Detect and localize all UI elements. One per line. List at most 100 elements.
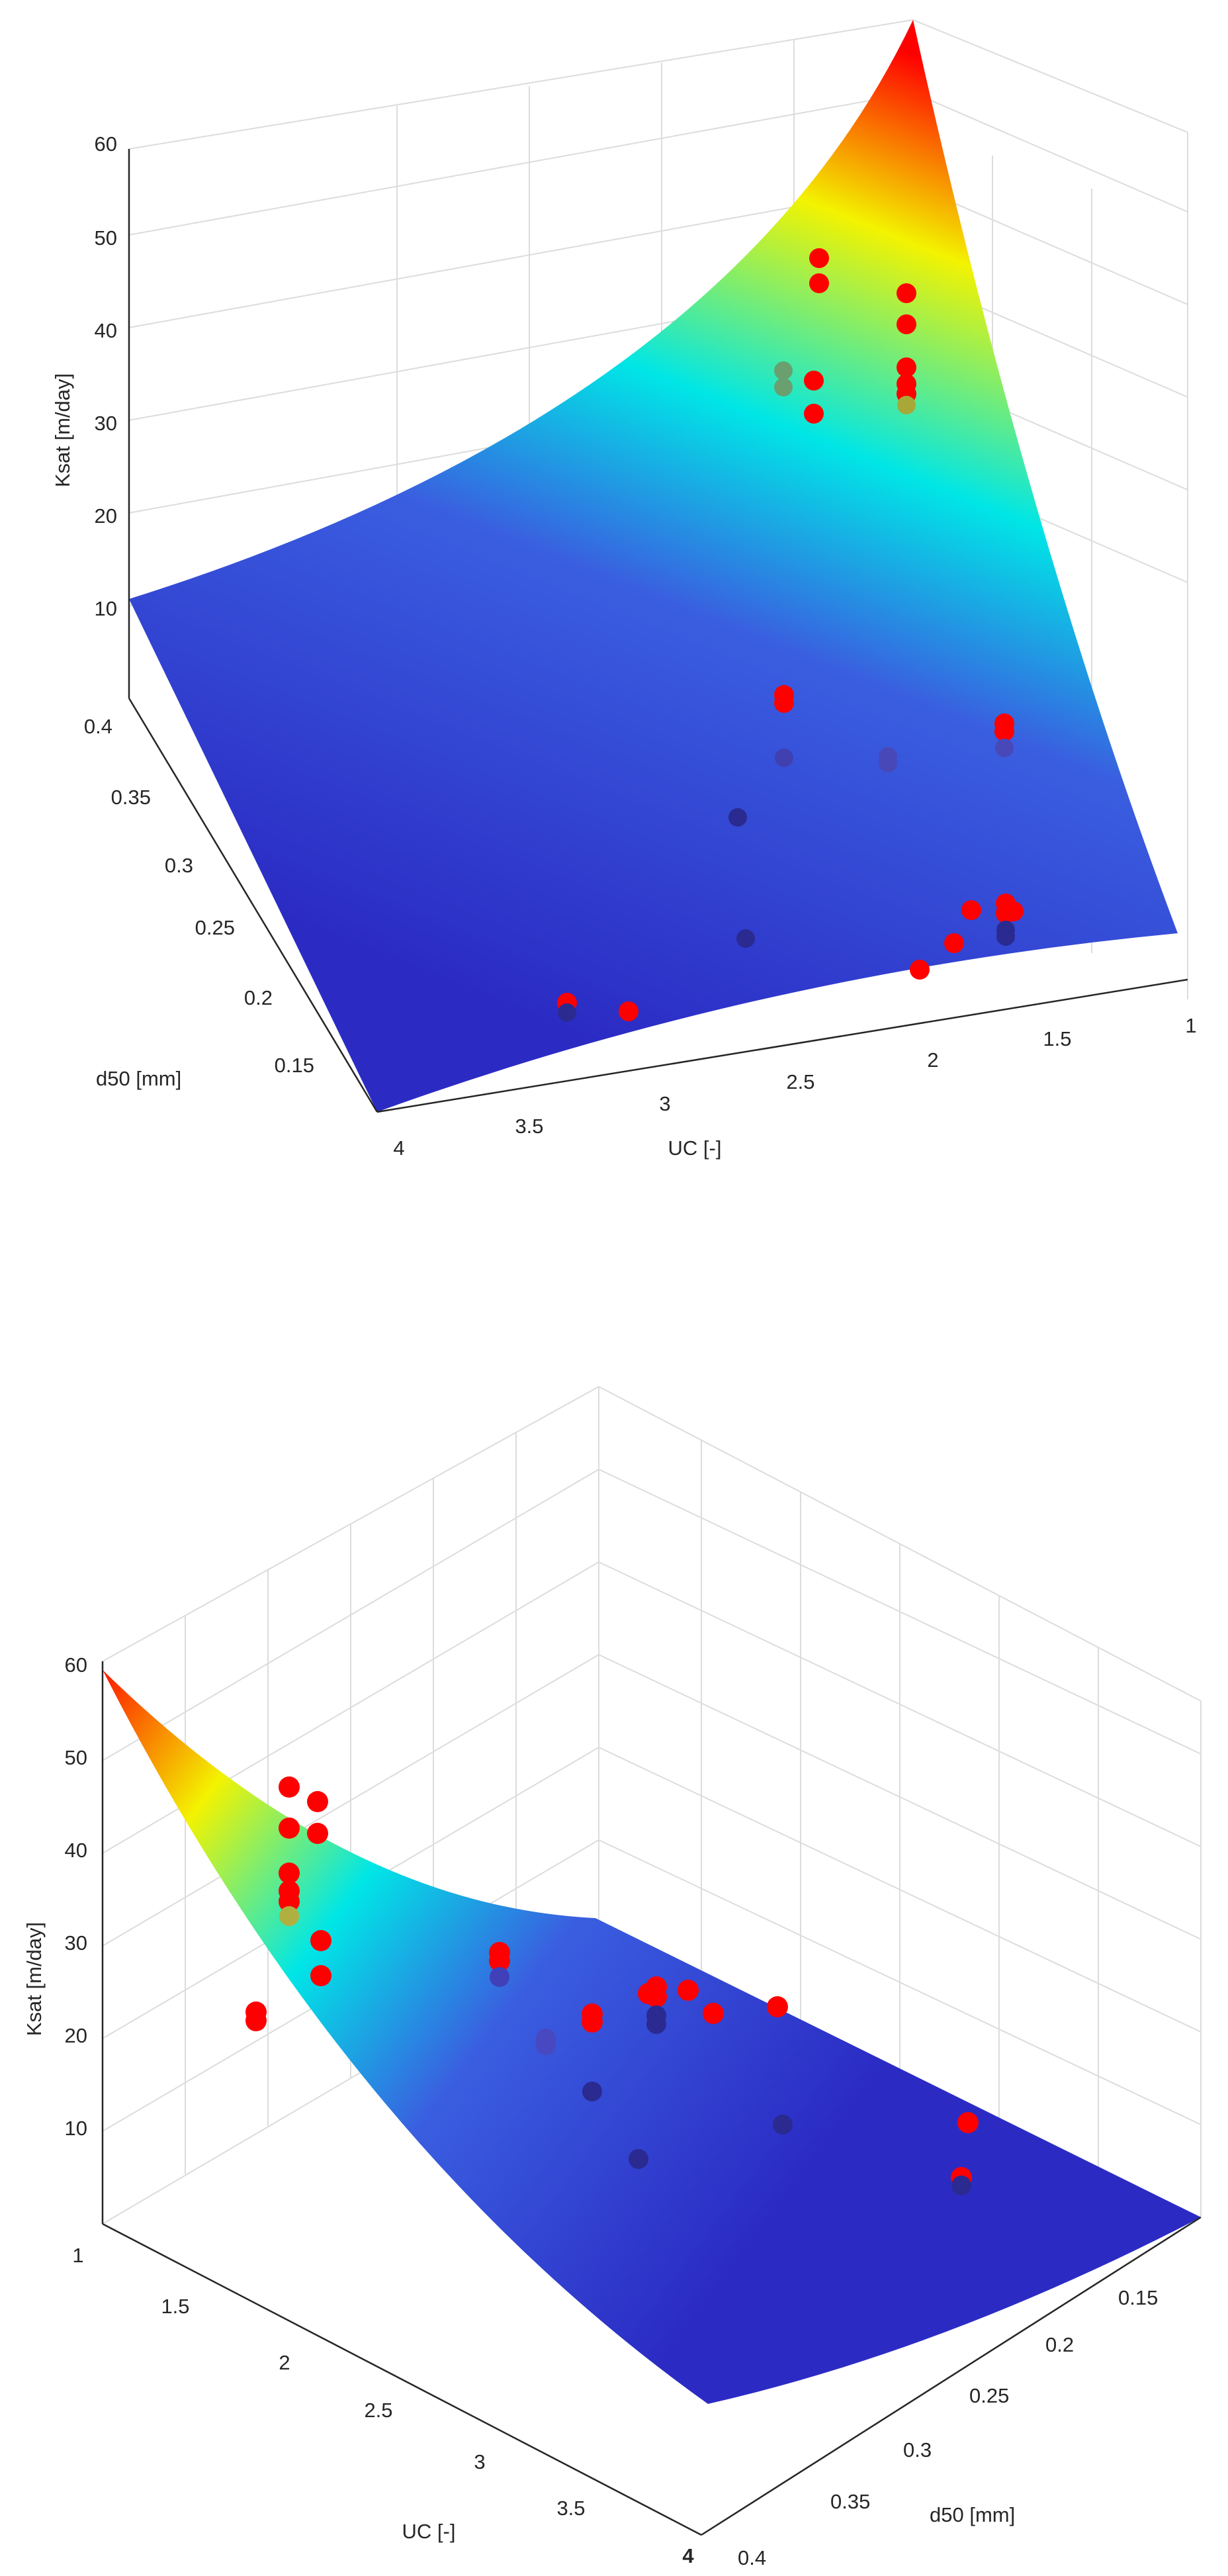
z-ticks-top: 10 20 30 40 50 60 bbox=[95, 132, 117, 620]
data-point-hidden bbox=[558, 1003, 576, 1022]
z-tick-label: 40 bbox=[65, 1839, 87, 1862]
data-point bbox=[310, 1965, 331, 1986]
data-point-hidden bbox=[279, 1906, 299, 1926]
data-point-hidden bbox=[773, 2115, 793, 2135]
d50-tick-label: 0.4 bbox=[84, 715, 112, 738]
data-point-hidden bbox=[736, 929, 755, 948]
data-point bbox=[1004, 901, 1024, 921]
grid-top-h50 bbox=[128, 92, 914, 236]
uc-tick-label: 4 bbox=[393, 1136, 404, 1160]
uc-tick-label: 1 bbox=[1185, 1014, 1196, 1037]
d50-tick-label: 0.15 bbox=[1118, 2286, 1158, 2309]
uc-axis-bottom bbox=[102, 2223, 702, 2536]
d50-tick-label: 0.35 bbox=[111, 786, 151, 809]
grid-top-r50 bbox=[912, 92, 1188, 212]
uc-axis-label-bottom: UC [-] bbox=[402, 2520, 456, 2543]
data-point-hidden bbox=[646, 2014, 666, 2034]
points-top bbox=[557, 248, 1024, 1022]
chart-top: 10 20 30 40 50 60 Ksat [m/day] 0.4 0.35 … bbox=[51, 19, 1197, 1160]
uc-tick-label: 2 bbox=[279, 2351, 290, 2374]
z-tick-label: 50 bbox=[65, 1746, 87, 1769]
data-point bbox=[310, 1930, 331, 1951]
surface-top bbox=[129, 20, 1178, 1112]
data-point-hidden bbox=[996, 927, 1015, 946]
data-point-hidden bbox=[775, 749, 793, 767]
grid-bottom-rh30 bbox=[598, 1654, 1202, 1940]
data-point-hidden bbox=[879, 754, 897, 772]
grid-top-roof-right bbox=[912, 19, 1188, 133]
uc-tick-label: 3.5 bbox=[556, 2497, 585, 2520]
chart-bottom: 10 20 30 40 50 60 Ksat [m/day] 1 1.5 2 2… bbox=[22, 1386, 1202, 2569]
data-point bbox=[582, 2011, 603, 2033]
d50-axis-bottom bbox=[701, 2216, 1202, 2536]
z-tick-label: 10 bbox=[95, 597, 117, 620]
data-point bbox=[774, 693, 794, 713]
data-point bbox=[961, 900, 981, 920]
data-point-hidden bbox=[728, 808, 747, 827]
z-tick-label: 20 bbox=[65, 2024, 87, 2047]
uc-tick-label: 1 bbox=[72, 2244, 83, 2267]
data-point bbox=[809, 273, 829, 293]
z-tick-label: 40 bbox=[95, 319, 117, 342]
data-point bbox=[910, 960, 930, 980]
uc-axis-label-top: UC [-] bbox=[668, 1136, 722, 1160]
uc-tick-label: 2 bbox=[927, 1048, 938, 1072]
uc-ticks-bottom: 1 1.5 2 2.5 3 3.5 4 bbox=[72, 2244, 694, 2567]
z-tick-label: 20 bbox=[95, 504, 117, 528]
data-point bbox=[279, 1817, 300, 1839]
data-point bbox=[809, 248, 829, 268]
data-point bbox=[279, 1863, 300, 1884]
grid-top bbox=[128, 19, 1188, 999]
uc-axis-top bbox=[376, 978, 1188, 1113]
d50-axis-top bbox=[128, 698, 378, 1113]
d50-axis-label-bottom: d50 [mm] bbox=[930, 2503, 1015, 2526]
data-point-hidden bbox=[995, 739, 1014, 757]
data-point-hidden bbox=[536, 2035, 556, 2055]
d50-tick-label: 0.15 bbox=[275, 1054, 314, 1077]
grid-bottom-lh30 bbox=[102, 1654, 599, 1947]
grid-bottom bbox=[102, 1386, 1202, 2225]
data-point bbox=[703, 2003, 724, 2024]
grid-bottom-rh20 bbox=[598, 1747, 1202, 2033]
data-point bbox=[804, 371, 824, 391]
z-tick-label: 10 bbox=[65, 2117, 87, 2140]
uc-ticks-top: 4 3.5 3 2.5 2 1.5 1 bbox=[393, 1014, 1196, 1160]
z-axis-label-bottom: Ksat [m/day] bbox=[22, 1922, 46, 2036]
data-point-hidden bbox=[774, 378, 793, 396]
data-point-hidden bbox=[774, 361, 793, 380]
data-point bbox=[944, 933, 964, 953]
axes-bottom bbox=[101, 1661, 1202, 2536]
d50-ticks-bottom: 0.4 0.35 0.3 0.25 0.2 0.15 bbox=[738, 2286, 1158, 2569]
uc-tick-label: 4 bbox=[682, 2544, 694, 2567]
data-point bbox=[279, 1776, 300, 1798]
d50-axis-label-top: d50 [mm] bbox=[96, 1067, 181, 1090]
uc-tick-label: 2.5 bbox=[786, 1070, 814, 1093]
uc-tick-label: 1.5 bbox=[1043, 1027, 1071, 1050]
data-point-hidden bbox=[951, 2176, 971, 2195]
d50-tick-label: 0.25 bbox=[195, 916, 235, 939]
z-tick-label: 30 bbox=[65, 1931, 87, 1955]
d50-tick-label: 0.2 bbox=[244, 986, 273, 1009]
z-tick-label: 30 bbox=[95, 412, 117, 435]
data-point bbox=[678, 1980, 699, 2001]
data-point bbox=[957, 2112, 979, 2133]
data-point bbox=[767, 1996, 788, 2017]
points-bottom bbox=[245, 1776, 979, 2195]
d50-tick-label: 0.2 bbox=[1045, 2333, 1074, 2356]
data-point bbox=[245, 2010, 267, 2031]
data-point bbox=[279, 1891, 300, 1912]
data-point-hidden bbox=[582, 2082, 602, 2101]
uc-tick-label: 3 bbox=[474, 2450, 485, 2473]
axes-top bbox=[128, 149, 1188, 1113]
grid-bottom-rh40 bbox=[598, 1561, 1202, 1847]
data-point bbox=[489, 1951, 510, 1972]
z-axis-label-top: Ksat [m/day] bbox=[51, 373, 74, 487]
data-point-hidden bbox=[629, 2149, 648, 2169]
data-point bbox=[307, 1823, 328, 1844]
z-ticks-bottom: 10 20 30 40 50 60 bbox=[65, 1653, 87, 2140]
uc-tick-label: 3.5 bbox=[515, 1115, 543, 1138]
uc-tick-label: 1.5 bbox=[161, 2295, 189, 2318]
data-point bbox=[994, 721, 1014, 741]
grid-top-h40 bbox=[128, 185, 914, 328]
grid-bottom-rh50 bbox=[598, 1469, 1202, 1755]
